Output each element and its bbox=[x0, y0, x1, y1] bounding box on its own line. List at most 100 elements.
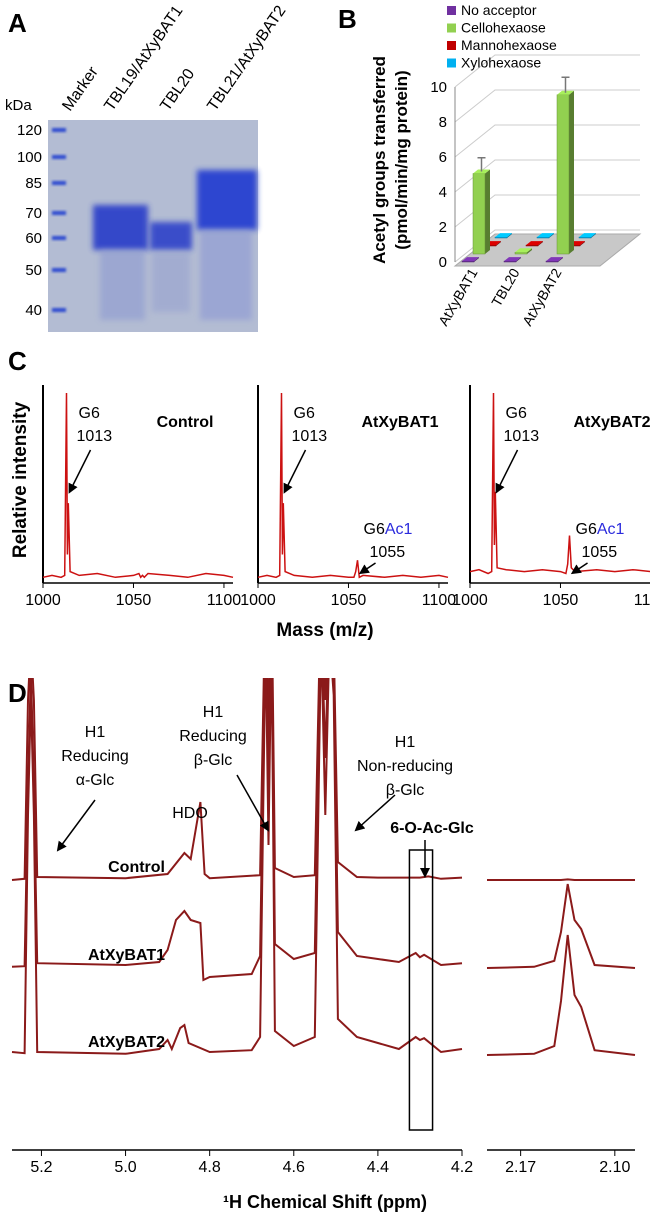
marker-band bbox=[52, 181, 66, 185]
bar bbox=[545, 257, 563, 263]
x-tick-label: 1100 bbox=[634, 592, 650, 609]
marker-size-label: 120 bbox=[17, 122, 42, 139]
x-tick-label: AtXyBAT1 bbox=[435, 265, 481, 328]
marker-band bbox=[52, 236, 66, 240]
error-bar bbox=[561, 76, 570, 93]
y-axis-title: Acetyl groups transferred bbox=[370, 56, 389, 264]
arrow bbox=[68, 449, 92, 494]
x-axis-title: Mass (m/z) bbox=[276, 620, 373, 641]
bar-side bbox=[558, 257, 563, 262]
bar-top bbox=[462, 257, 479, 262]
chart-title: Control bbox=[157, 414, 214, 431]
bar-side bbox=[549, 233, 554, 238]
bar-side bbox=[591, 233, 596, 238]
bar-top bbox=[495, 233, 512, 238]
legend-swatch bbox=[447, 23, 456, 33]
arrow bbox=[358, 562, 376, 575]
y-axis-title: (pmol/min/mg protein) bbox=[392, 70, 411, 249]
x-tick-label: 1050 bbox=[543, 592, 579, 609]
peak-annotation: HDO bbox=[172, 805, 208, 822]
marker-band bbox=[52, 308, 66, 312]
peak-annotation: α-Glc bbox=[76, 772, 115, 789]
spectrum-line bbox=[487, 878, 635, 881]
marker-size-label: 50 bbox=[25, 262, 42, 279]
x-tick-label: 1000 bbox=[452, 592, 488, 609]
trace-label: Control bbox=[108, 859, 165, 876]
bar-side bbox=[507, 233, 512, 238]
bar-top bbox=[546, 257, 563, 262]
bar bbox=[556, 90, 574, 255]
marker-band bbox=[52, 268, 66, 272]
y-axis-title: Relative intensity bbox=[10, 401, 31, 558]
gel-image bbox=[48, 120, 258, 332]
grid-line bbox=[454, 54, 640, 88]
spectrum-line bbox=[486, 883, 636, 969]
bar bbox=[536, 233, 554, 239]
bar-front bbox=[503, 260, 517, 263]
bar bbox=[503, 257, 521, 263]
arrow bbox=[354, 794, 396, 832]
bar-top bbox=[515, 248, 532, 253]
marker-size-label: 60 bbox=[25, 230, 42, 247]
bar-side bbox=[474, 257, 479, 262]
x-tick-label: 4.8 bbox=[199, 1159, 221, 1176]
grid-line bbox=[454, 89, 640, 123]
error-bar bbox=[477, 157, 486, 172]
arrow bbox=[570, 562, 588, 575]
bar-side bbox=[496, 241, 501, 246]
bar-front bbox=[494, 236, 508, 239]
bar-front bbox=[472, 173, 486, 255]
x-tick-label: 4.2 bbox=[451, 1159, 473, 1176]
y-tick-label: 6 bbox=[439, 149, 447, 166]
plot-area bbox=[11, 678, 463, 1055]
arrow bbox=[283, 449, 307, 494]
legend-label: Xylohexaose bbox=[461, 55, 541, 71]
bar bbox=[494, 233, 512, 239]
marker-size-label: 100 bbox=[17, 149, 42, 166]
lane-label: TBL20 bbox=[157, 66, 198, 114]
marker-band bbox=[52, 211, 66, 215]
highlight-box bbox=[408, 849, 434, 1131]
x-tick-label: 1050 bbox=[116, 592, 152, 609]
unit-label: kDa bbox=[5, 97, 32, 114]
x-tick-label: AtXyBAT2 bbox=[519, 265, 565, 328]
panel-label: B bbox=[338, 4, 357, 34]
spectrum-line bbox=[486, 934, 636, 1056]
bar bbox=[514, 248, 532, 255]
x-tick-label: 1000 bbox=[25, 592, 61, 609]
grid-line bbox=[454, 124, 640, 158]
peak-mass: 1055 bbox=[370, 544, 406, 561]
marker-size-label: 40 bbox=[25, 302, 42, 319]
bar-front bbox=[578, 236, 592, 239]
spectrum-line bbox=[257, 392, 449, 579]
bar-side bbox=[485, 169, 490, 254]
lane-label: Marker bbox=[59, 63, 102, 114]
peak-mass: 1055 bbox=[582, 544, 618, 561]
peak-mass: 1013 bbox=[77, 428, 113, 445]
trace-label: AtXyBAT2 bbox=[88, 1034, 165, 1051]
bar-side bbox=[580, 241, 585, 246]
bar bbox=[578, 233, 596, 239]
bar-side bbox=[569, 90, 574, 254]
peak-annotation: H1 bbox=[203, 704, 224, 721]
peak-annotation: β-Glc bbox=[194, 752, 233, 769]
x-tick-label: 5.2 bbox=[30, 1159, 52, 1176]
peak-mass: 1013 bbox=[504, 428, 540, 445]
arrow bbox=[56, 799, 96, 852]
marker-band bbox=[52, 128, 66, 132]
panel-label: A bbox=[8, 8, 27, 38]
spectrum-line bbox=[469, 392, 650, 575]
x-tick-label: 2.10 bbox=[599, 1159, 630, 1176]
trace-label: AtXyBAT1 bbox=[88, 947, 165, 964]
y-tick-label: 10 bbox=[430, 79, 447, 96]
peak-label: G6Ac1 bbox=[364, 521, 413, 538]
peak-annotation: H1 bbox=[85, 724, 106, 741]
bar bbox=[525, 241, 543, 247]
bar-side bbox=[516, 257, 521, 262]
bar-front bbox=[514, 252, 528, 255]
grid-line bbox=[454, 229, 640, 263]
x-tick-label: 1100 bbox=[207, 592, 242, 609]
x-tick-label: 2.17 bbox=[505, 1159, 536, 1176]
y-tick-label: 0 bbox=[439, 254, 447, 271]
